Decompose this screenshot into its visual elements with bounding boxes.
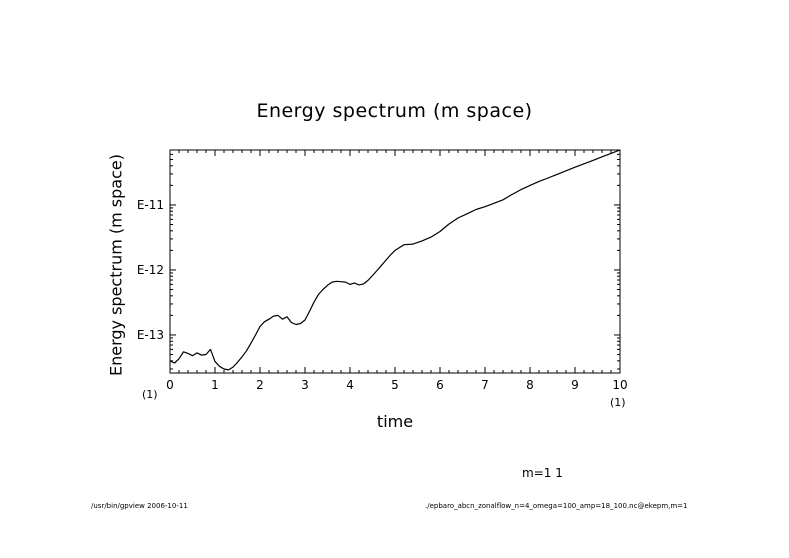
x-axis-ticks: 0 1 2 3 4 5 6 7 8 9 10 (166, 150, 628, 392)
y-axis-ticks: E-13 E-12 E-11 (137, 149, 620, 370)
x-tick-label: 0 (166, 378, 174, 392)
x-tick-label: 7 (481, 378, 489, 392)
x-tick-label: 10 (612, 378, 627, 392)
x-tick-label: 8 (526, 378, 534, 392)
x-axis-multiplier-left: (1) (142, 388, 158, 401)
chart-title: Energy spectrum (m space) (256, 100, 533, 122)
series-line (169, 149, 621, 371)
annotation-label: m=1 1 (522, 466, 563, 480)
x-tick-label: 1 (211, 378, 219, 392)
x-tick-label: 9 (571, 378, 579, 392)
x-axis-label: time (376, 412, 414, 431)
plot-frame (169, 149, 621, 374)
series-group (169, 149, 621, 371)
y-tick-label: E-13 (137, 328, 164, 342)
footer-source-file: ./epbaro_abcn_zonalflow_n=4_omega=100_am… (425, 502, 688, 510)
y-tick-label: E-12 (137, 263, 164, 277)
x-tick-label: 6 (436, 378, 444, 392)
y-tick-label: E-11 (137, 198, 164, 212)
x-tick-label: 3 (301, 378, 309, 392)
footer-command: /usr/bin/gpview 2006-10-11 (91, 502, 188, 510)
x-tick-label: 5 (391, 378, 399, 392)
x-tick-label: 2 (256, 378, 264, 392)
x-tick-label: 4 (346, 378, 354, 392)
x-axis-multiplier-right: (1) (610, 396, 626, 409)
